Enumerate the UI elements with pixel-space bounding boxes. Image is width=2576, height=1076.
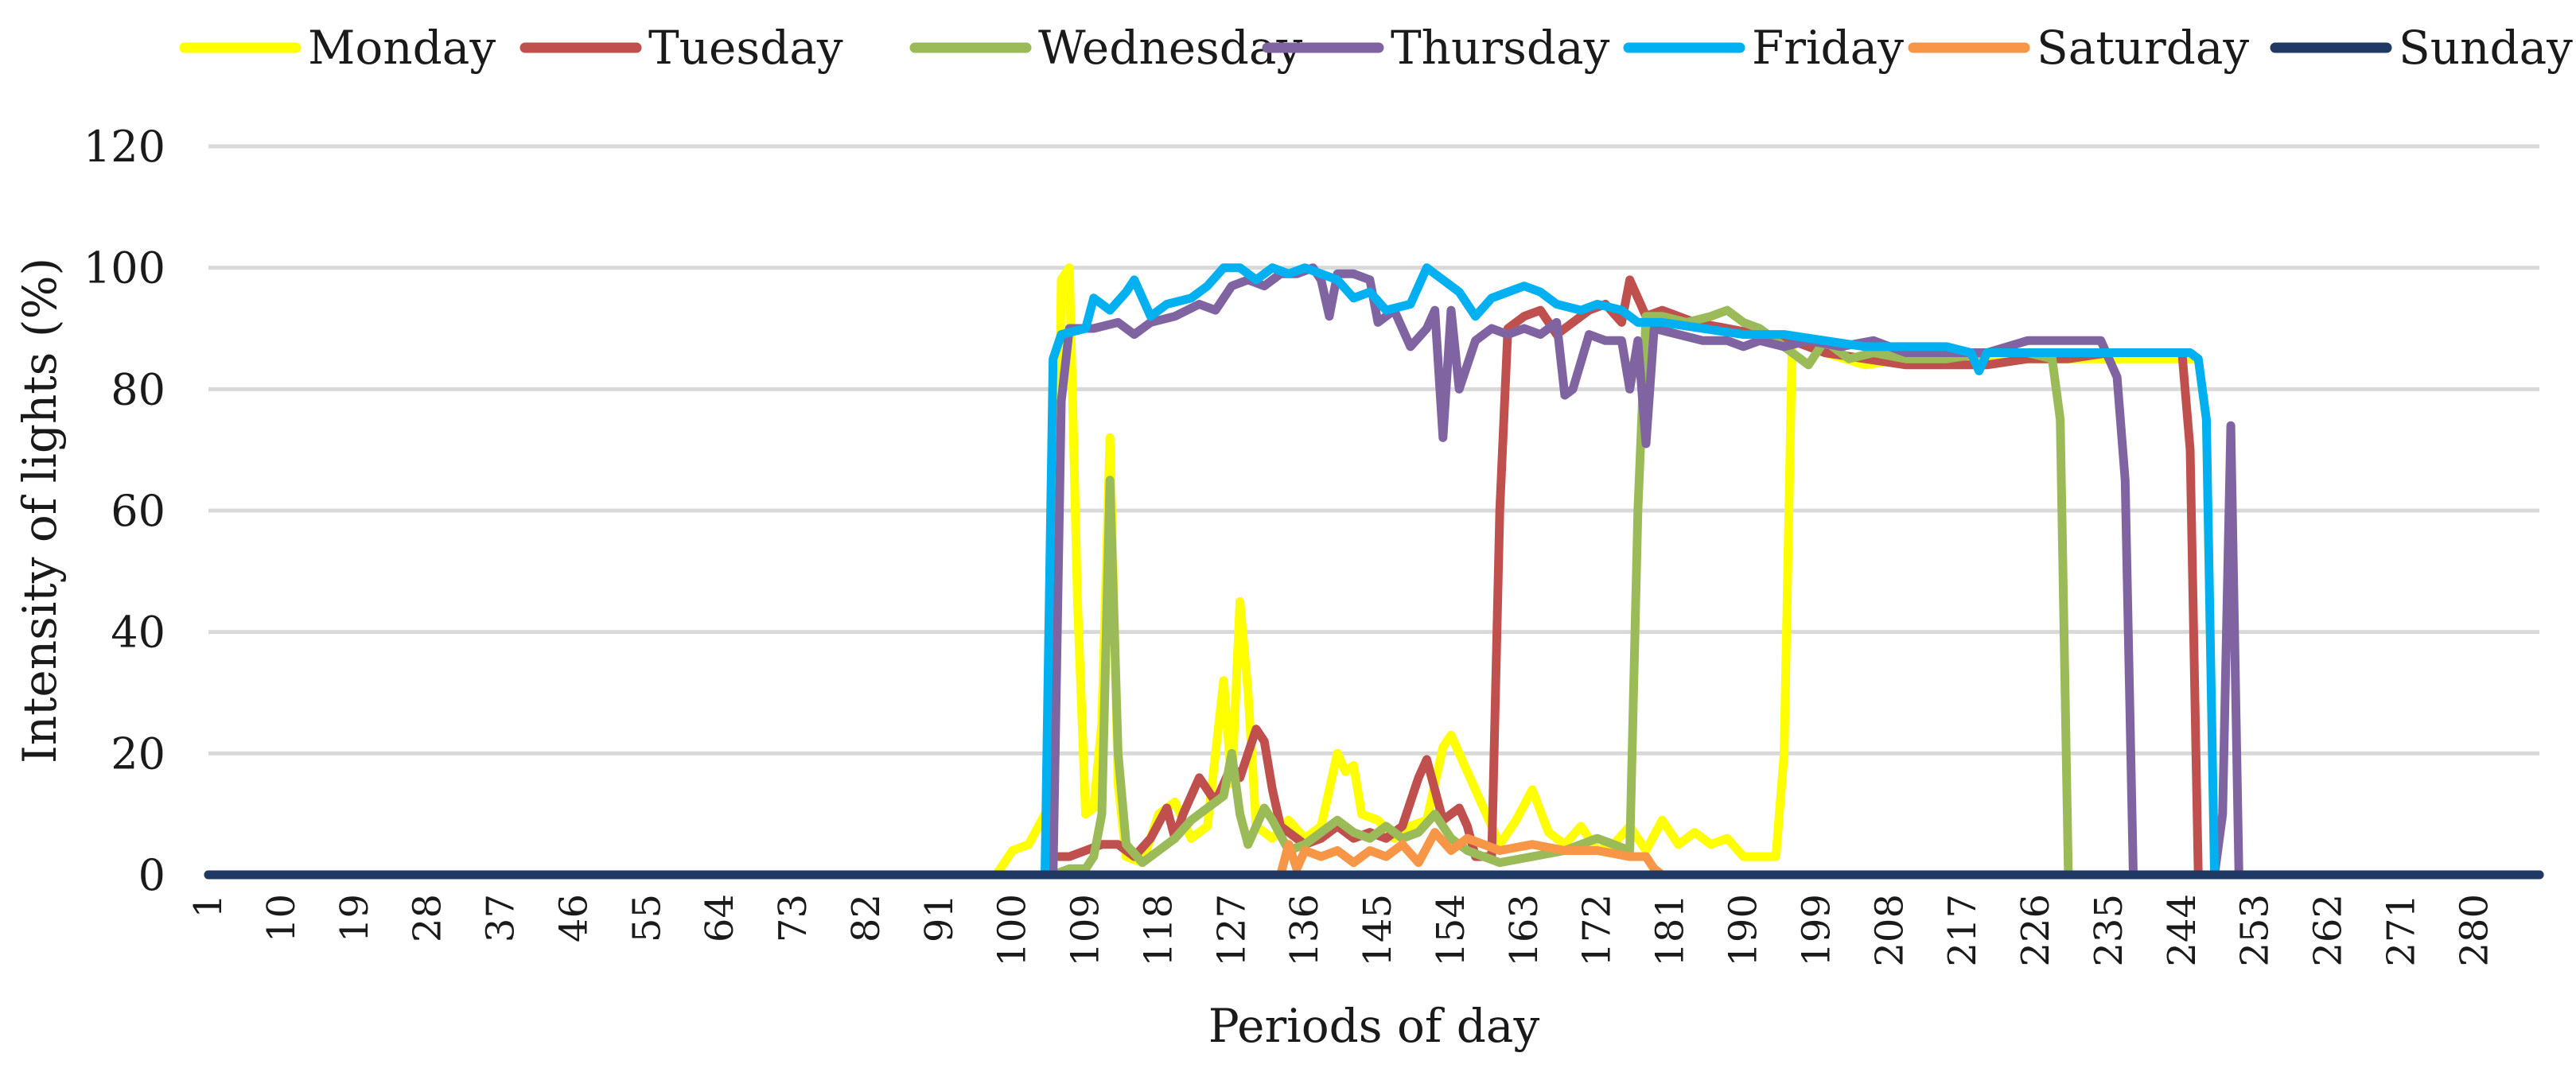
y-tick-label: 20 [111,728,165,779]
series-line-friday [204,263,2544,880]
x-axis-title: Periods of day [1208,999,1540,1053]
x-tick-label: 235 [2087,894,2131,967]
series-line-wednesday [204,305,2544,880]
y-axis-ticks: 0 20 40 60 80 100 120 [84,122,165,900]
series-lines [204,263,2544,880]
x-tick-label: 73 [771,894,815,942]
series-line-saturday [204,828,2544,880]
x-tick-label: 37 [479,894,523,942]
gridlines [208,144,2539,756]
x-tick-label: 199 [1794,894,1839,967]
x-tick-label: 154 [1429,894,1473,967]
x-tick-label: 91 [917,894,962,942]
series-line-thursday [204,263,2544,880]
x-tick-label: 244 [2160,894,2204,967]
x-tick-label: 208 [1867,894,1912,967]
legend-label-monday: Monday [308,21,496,75]
x-tick-label: 10 [259,894,304,942]
x-tick-label: 226 [2014,894,2058,967]
x-axis-ticks: 1 10 19 28 37 46 55 64 73 82 91 100 109 118 127 136 145 1… [186,894,2496,967]
x-tick-label: 46 [551,894,596,942]
legend-label-saturday: Saturday [2037,21,2249,75]
x-tick-label: 55 [625,894,669,942]
y-tick-label: 120 [84,122,165,172]
legend-label-tuesday: Tuesday [648,21,843,75]
y-tick-label: 80 [111,364,165,414]
x-tick-label: 163 [1502,894,1547,967]
x-tick-label: 217 [1940,894,1985,967]
y-axis-title: Intensity of lights (%) [13,258,67,763]
x-tick-label: 253 [2233,894,2278,967]
x-tick-label: 118 [1136,894,1181,967]
y-tick-label: 0 [138,850,165,900]
legend-label-wednesday: Wednesday [1038,21,1302,75]
x-tick-label: 136 [1282,894,1327,967]
legend-label-thursday: Thursday [1391,21,1610,75]
x-tick-label: 109 [1064,894,1108,967]
x-tick-label: 181 [1648,894,1693,967]
x-tick-label: 190 [1722,894,1766,967]
y-tick-label: 60 [111,486,165,536]
x-tick-label: 1 [186,894,231,919]
x-tick-label: 145 [1356,894,1400,967]
legend: Monday Tuesday Wednesday Thursday Friday Satu… [179,21,2573,75]
x-tick-label: 127 [1209,894,1254,967]
x-tick-label: 262 [2306,894,2351,967]
x-tick-label: 64 [698,894,742,942]
x-tick-label: 271 [2379,894,2423,967]
legend-label-friday: Friday [1752,21,1904,75]
x-tick-label: 28 [406,894,450,942]
legend-label-sunday: Sunday [2399,21,2573,75]
x-tick-label: 19 [333,894,377,942]
series-line-tuesday [204,275,2544,880]
x-tick-label: 280 [2452,894,2496,967]
x-tick-label: 100 [990,894,1035,967]
x-tick-label: 172 [1575,894,1620,967]
x-tick-label: 82 [844,894,889,942]
y-tick-label: 100 [84,243,165,293]
y-tick-label: 40 [111,608,165,658]
